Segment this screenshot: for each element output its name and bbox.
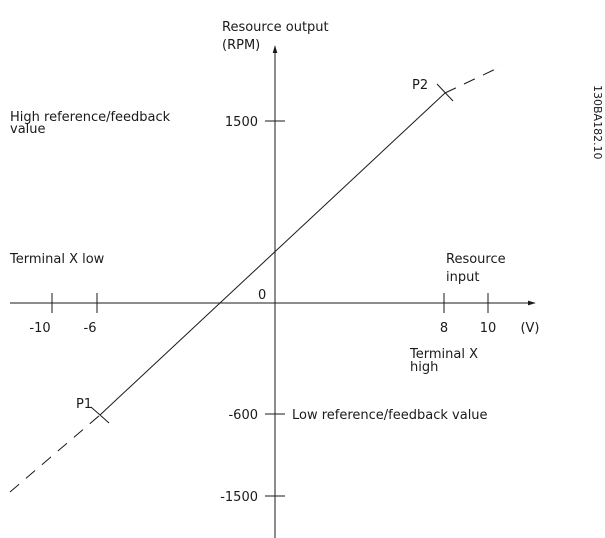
x-unit: (V) (520, 321, 539, 336)
dashed-extension (9, 414, 101, 493)
high-ref-label: value (10, 122, 46, 137)
dashed-extension (444, 65, 503, 94)
x-title: input (446, 270, 479, 285)
point-label: P1 (76, 397, 92, 412)
solid-segment (99, 92, 446, 416)
point-label: P2 (412, 78, 428, 93)
transfer-line (9, 65, 503, 493)
terminal-high-label: Terminal X (409, 347, 478, 362)
tick-label: -1500 (220, 490, 258, 505)
y-ticks: 1500 -600 -1500 (220, 115, 285, 505)
tick-label: -10 (29, 321, 50, 336)
point-mark (436, 83, 454, 102)
x-title: Resource (446, 252, 506, 267)
terminal-high-label: high (410, 360, 438, 375)
tick-label: 1500 (225, 115, 258, 130)
tick-label: 8 (440, 321, 448, 336)
tick-label: 10 (480, 321, 497, 336)
x-ticks: -10 -6 8 10 (V) (29, 293, 540, 336)
point-mark (90, 406, 110, 424)
y-title: (RPM) (222, 38, 260, 53)
tick-label: -600 (228, 408, 258, 423)
figure-id: 130BA182.10 (591, 85, 604, 160)
low-ref-label: Low reference/feedback value (292, 408, 488, 423)
tick-label: -6 (84, 321, 97, 336)
terminal-low-label: Terminal X low (9, 252, 105, 267)
y-title: Resource output (222, 20, 329, 35)
origin-label: 0 (258, 288, 266, 303)
high-ref-label: High reference/feedback (10, 110, 171, 125)
